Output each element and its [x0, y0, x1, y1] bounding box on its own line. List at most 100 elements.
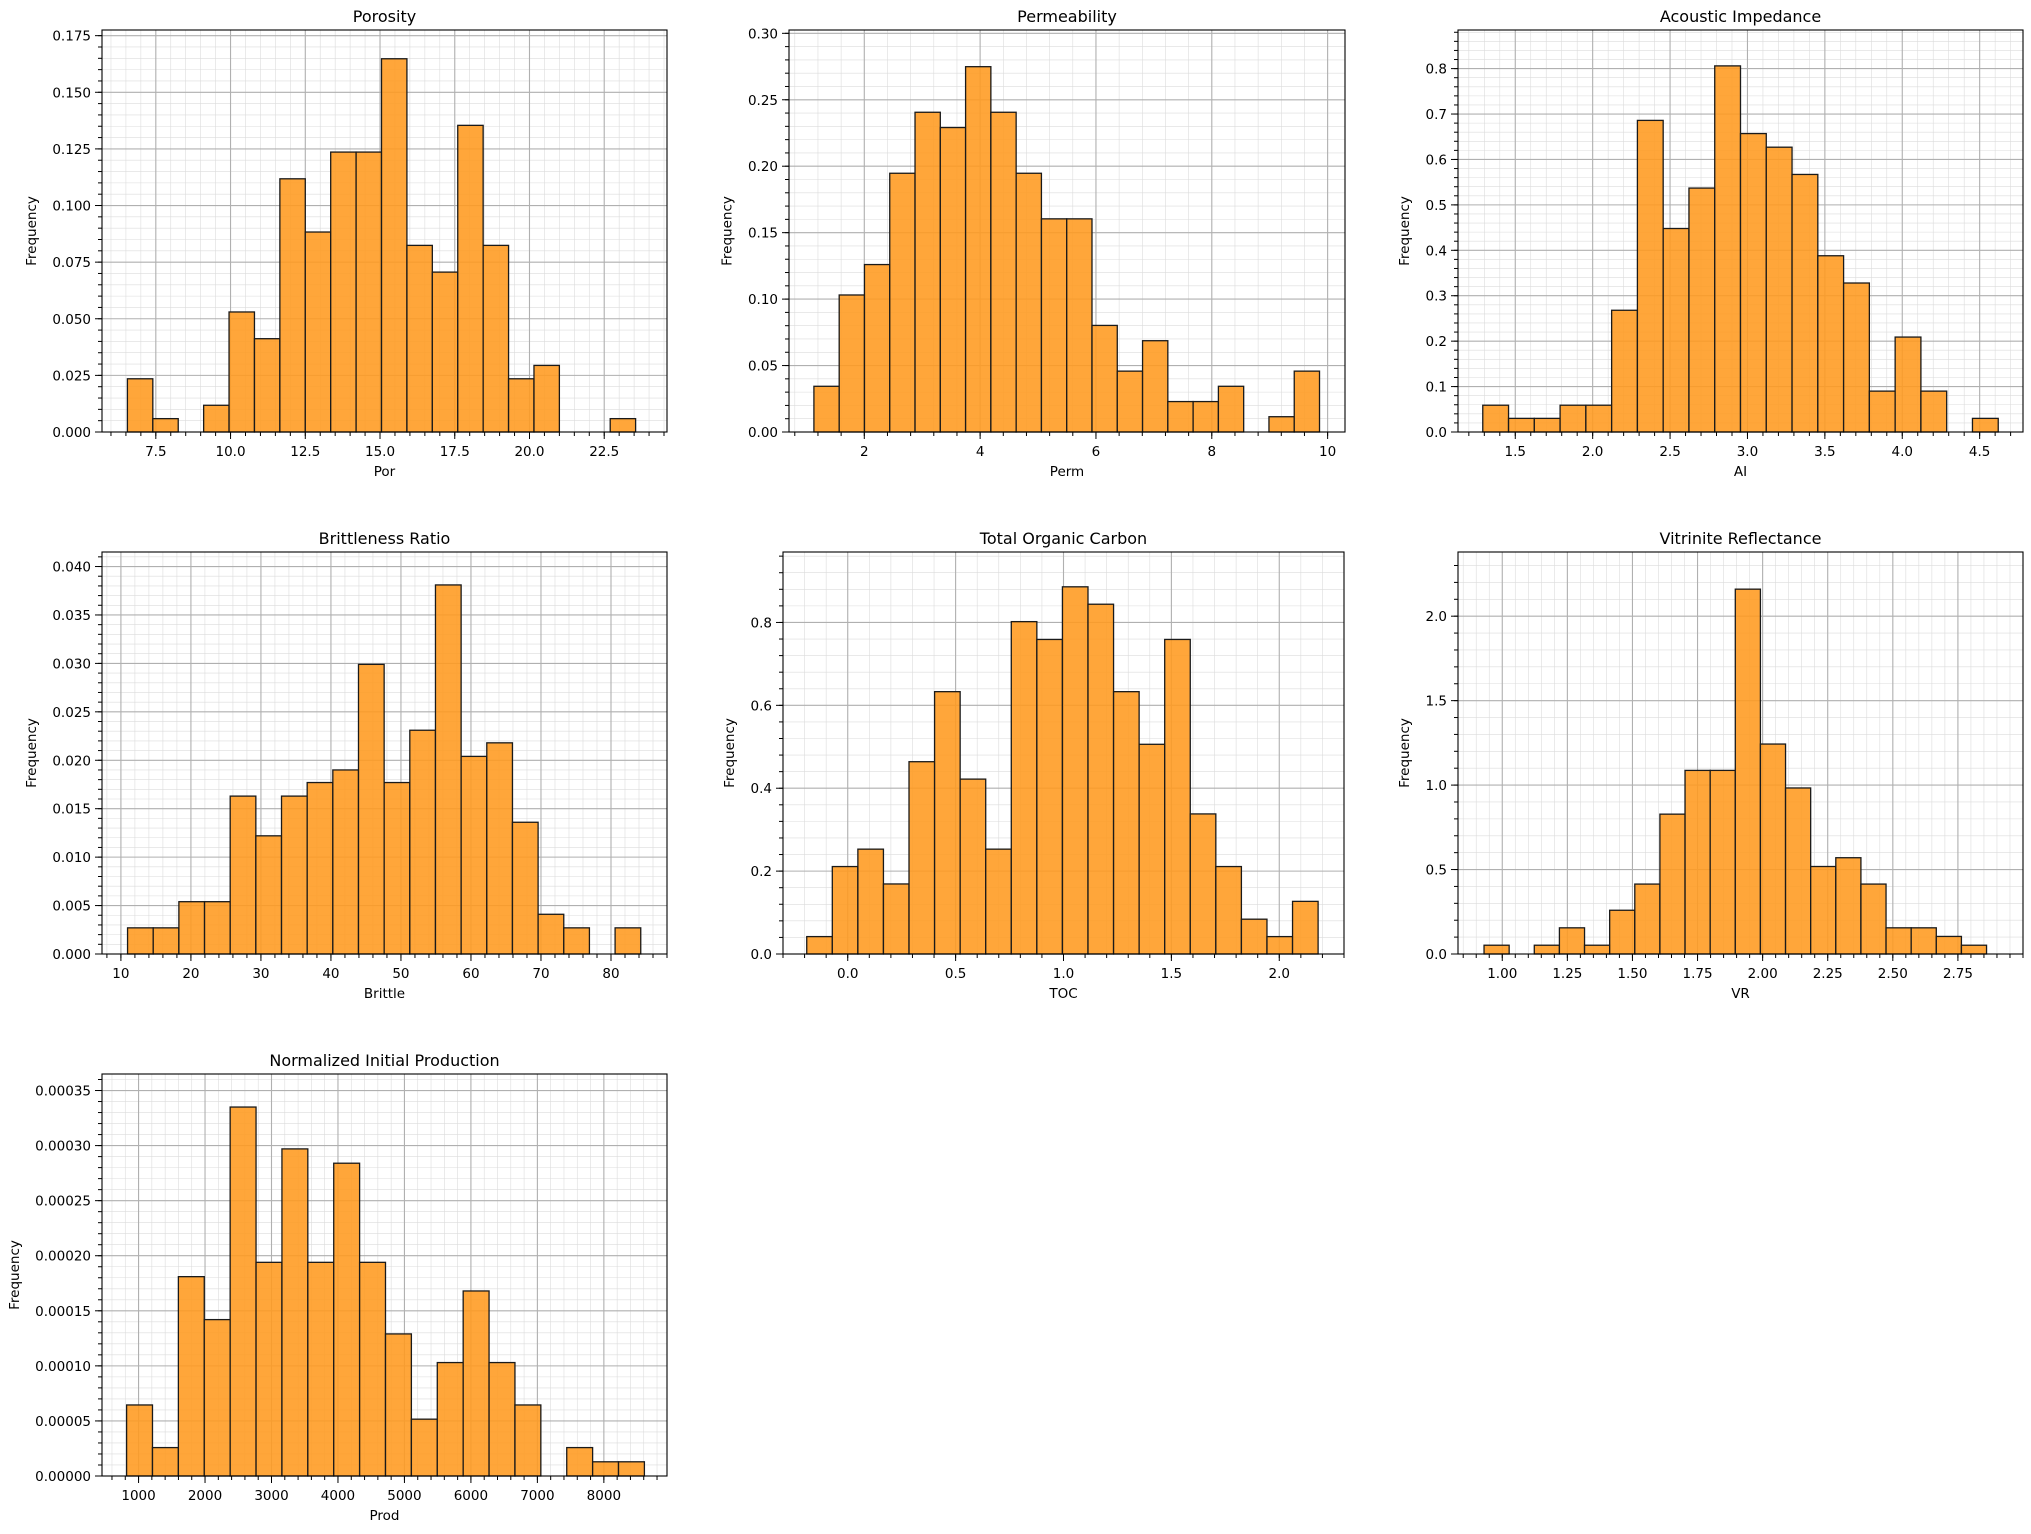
histogram-bar [1189, 813, 1217, 955]
y-tick-label: 0.8 [1426, 62, 1447, 78]
x-tick-label: 1.0 [1053, 966, 1074, 982]
y-tick-label: 0.015 [52, 802, 91, 818]
x-tick-label: 20 [182, 966, 199, 982]
y-axis-label: Frequency [1397, 718, 1413, 788]
histogram-bar [1483, 944, 1510, 955]
x-tick-label: 40 [322, 966, 339, 982]
x-axis-label: TOC [1048, 986, 1077, 1002]
histogram-bar [1215, 865, 1243, 955]
histogram-bar [1684, 769, 1711, 955]
histogram-bar [436, 1361, 464, 1477]
y-tick-label: 0.30 [748, 26, 778, 42]
y-tick-label: 0.000 [52, 947, 91, 963]
y-tick-label: 0.00030 [35, 1139, 91, 1155]
histogram-bar [964, 66, 992, 433]
y-tick-label: 0.005 [52, 899, 91, 915]
histogram-bar [985, 848, 1012, 955]
y-tick-label: 0.4 [751, 781, 772, 797]
y-tick-label: 0.5 [1426, 863, 1447, 879]
chart-panel-vitrinite-reflectance: 1.00 1.25 1.50 1.75 2.00 2.25 2.50 2.75 0.0 0.5 1.… [1397, 529, 2024, 1002]
histogram-bar [1810, 865, 1837, 955]
y-tick-label: 0.040 [52, 560, 91, 576]
x-tick-label: 8000 [587, 1488, 621, 1504]
x-tick-label: 22.5 [589, 444, 619, 460]
histogram-bar [384, 1333, 413, 1477]
histogram-bar [1734, 588, 1762, 955]
chart-panel-acoustic-impedance: 1.5 2.0 2.5 3.0 3.5 4.0 4.5 0.0 0.1 0.2 0.3 0.4 0.5 0… [1397, 7, 2024, 480]
chart-panel-permeability: 2 4 6 8 10 0.00 0.05 0.10 0.15 0.20 0.25 0.30 Permea… [720, 7, 1346, 480]
histogram-bar [1061, 586, 1089, 955]
y-tick-label: 0.125 [52, 142, 91, 158]
x-tick-label: 70 [532, 966, 549, 982]
y-tick-label: 0.5 [1426, 198, 1447, 214]
x-tick-label: 7.5 [145, 444, 166, 460]
x-tick-label: 20.0 [514, 444, 544, 460]
histogram-bar [431, 271, 459, 433]
x-tick-label: 1.00 [1487, 966, 1517, 982]
x-tick-label: 60 [462, 966, 479, 982]
x-tick-label: 1.5 [1505, 444, 1526, 460]
x-tick-label: 15.0 [365, 444, 395, 460]
histogram-bar [1010, 620, 1038, 955]
histogram-bar [358, 1261, 387, 1477]
histogram-bar [306, 781, 334, 955]
histogram-bar [1482, 404, 1510, 433]
y-axis-label: Frequency [7, 1240, 23, 1310]
histogram-bar [1634, 883, 1661, 955]
y-tick-label: 0.00025 [35, 1194, 91, 1210]
histogram-bar [280, 795, 308, 955]
y-tick-label: 0.15 [748, 226, 778, 242]
histogram-bar [357, 663, 385, 955]
histogram-bar [1141, 340, 1169, 433]
y-tick-label: 0.030 [52, 656, 91, 672]
histogram-bar [1116, 370, 1144, 433]
chart-panel-total-organic-carbon: 0.0 0.5 1.0 1.5 2.0 0.0 0.2 0.4 0.6 0.8 Total Orga… [722, 529, 1345, 1002]
histogram-bar [566, 1446, 594, 1477]
chart-title: Brittleness Ratio [319, 529, 451, 548]
y-tick-label: 0.00035 [35, 1084, 91, 1100]
histogram-bar [863, 263, 891, 433]
x-tick-label: 1000 [121, 1488, 155, 1504]
chart-title: Total Organic Carbon [979, 529, 1147, 548]
histogram-bar [177, 1276, 205, 1477]
histogram-bar [1167, 400, 1194, 433]
histogram-bar [933, 691, 961, 955]
histogram-bar [1091, 324, 1118, 433]
histogram-bar [1739, 132, 1767, 433]
histogram-bar [406, 244, 433, 433]
chart-panel-normalized-initial-production: 1000 2000 3000 4000 5000 6000 7000 8000 0.00000 0… [7, 1051, 668, 1524]
histogram-bar [1164, 638, 1191, 955]
x-tick-label: 2.75 [1943, 966, 1973, 982]
histogram-bar [537, 913, 565, 955]
y-tick-label: 1.5 [1426, 694, 1447, 710]
x-tick-label: 7000 [520, 1488, 554, 1504]
histogram-bar [609, 417, 637, 433]
x-tick-label: 1.50 [1617, 966, 1647, 982]
histogram-bar [330, 151, 357, 433]
x-tick-label: 2.00 [1748, 966, 1778, 982]
histogram-bar [1192, 400, 1220, 433]
chart-title: Porosity [353, 7, 416, 26]
y-tick-label: 0.035 [52, 608, 91, 624]
histogram-bar [939, 126, 967, 433]
plot-frame [788, 29, 1346, 433]
x-tick-label: 10.0 [216, 444, 246, 460]
x-tick-label: 2.0 [1582, 444, 1603, 460]
y-axis-label: Frequency [722, 718, 738, 788]
histogram-bar [255, 1261, 283, 1477]
chart-title: Vitrinite Reflectance [1660, 529, 1822, 548]
y-tick-label: 0.175 [52, 29, 91, 45]
plot-frame [101, 1073, 668, 1477]
x-tick-label: 10 [1319, 444, 1336, 460]
x-tick-label: 3.0 [1737, 444, 1758, 460]
histogram-bar [1240, 918, 1268, 955]
histogram-bar [488, 1361, 516, 1477]
histogram-bar [1138, 743, 1166, 955]
histogram-bar [1268, 416, 1295, 433]
chart-title: Normalized Initial Production [269, 1051, 499, 1070]
plot-frame [101, 551, 668, 955]
histogram-bar [304, 231, 332, 433]
histogram-bar [1583, 944, 1611, 955]
x-axis-label: Brittle [364, 986, 405, 1002]
plot-frame [782, 551, 1345, 955]
